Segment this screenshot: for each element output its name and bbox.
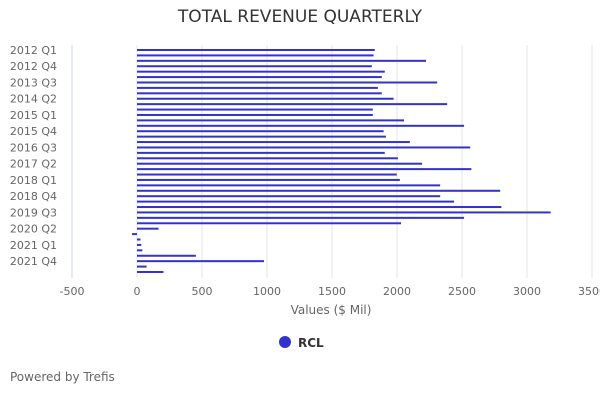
x-tick-label: 0 (134, 285, 141, 298)
powered-by: Powered by Trefis (10, 370, 115, 384)
bar (137, 222, 402, 225)
bar (137, 271, 164, 273)
bar-chart: -500 0 500 1000 1500 2000 2500 3000 3500 2012 Q1 2… (10, 44, 600, 350)
bar (137, 184, 441, 187)
bar (137, 238, 141, 241)
y-tick-label: 2017 Q2 (10, 158, 57, 171)
y-tick-label: 2018 Q1 (10, 174, 57, 187)
bar (137, 173, 397, 176)
x-tick-label: 1000 (253, 285, 281, 298)
bar (137, 130, 384, 133)
y-tick-label: 2012 Q4 (10, 60, 57, 73)
bar (137, 151, 385, 154)
y-tick-label: 2018 Q4 (10, 190, 57, 203)
y-tick-label: 2015 Q4 (10, 125, 57, 138)
y-tick-label: 2021 Q4 (10, 255, 57, 268)
x-tick-label: -500 (60, 285, 85, 298)
y-tick-label: 2015 Q1 (10, 109, 57, 122)
y-tick-label: 2016 Q3 (10, 141, 57, 154)
bar (137, 146, 471, 149)
y-tick-label: 2019 Q3 (10, 206, 57, 219)
bar (137, 211, 551, 214)
x-tick-label: 500 (192, 285, 213, 298)
bar (137, 260, 265, 263)
bar (137, 254, 196, 257)
bar (137, 70, 385, 73)
bar (137, 119, 405, 122)
y-tick-label: 2012 Q1 (10, 44, 57, 57)
bar (137, 81, 438, 84)
bar (137, 178, 400, 181)
bar (137, 59, 426, 62)
bar (137, 249, 143, 252)
bar (137, 76, 382, 79)
bar (132, 233, 137, 236)
bar (137, 206, 502, 209)
y-tick-label: 2013 Q3 (10, 76, 57, 89)
bar (137, 49, 375, 51)
x-axis-label: Values ($ Mil) (291, 303, 372, 317)
bar (137, 216, 465, 219)
bar (137, 54, 374, 57)
bar (137, 124, 465, 127)
bar (137, 108, 373, 111)
x-tick-label: 1500 (318, 285, 346, 298)
bar (137, 92, 382, 95)
bar (137, 195, 441, 198)
bar (137, 162, 423, 165)
bar (137, 200, 455, 203)
y-tick-label: 2021 Q1 (10, 239, 57, 252)
bar (137, 189, 501, 192)
bar (137, 97, 394, 100)
bar (137, 243, 142, 246)
bar (137, 86, 378, 89)
y-tick-label: 2014 Q2 (10, 93, 57, 106)
bar (137, 113, 373, 116)
x-tick-label: 3500 (578, 285, 600, 298)
bar (137, 168, 472, 171)
x-tick-label: 3000 (513, 285, 541, 298)
bar (137, 227, 159, 230)
bar (137, 265, 147, 268)
bar (137, 157, 398, 160)
legend-marker (279, 336, 291, 348)
x-tick-label: 2500 (448, 285, 476, 298)
bar (137, 65, 372, 68)
y-tick-label: 2020 Q2 (10, 223, 57, 236)
x-tick-label: 2000 (383, 285, 411, 298)
bar (137, 141, 410, 144)
legend-label[interactable]: RCL (298, 336, 324, 350)
chart-title: TOTAL REVENUE QUARTERLY (177, 7, 423, 27)
bar (137, 135, 386, 138)
bar (137, 103, 448, 106)
